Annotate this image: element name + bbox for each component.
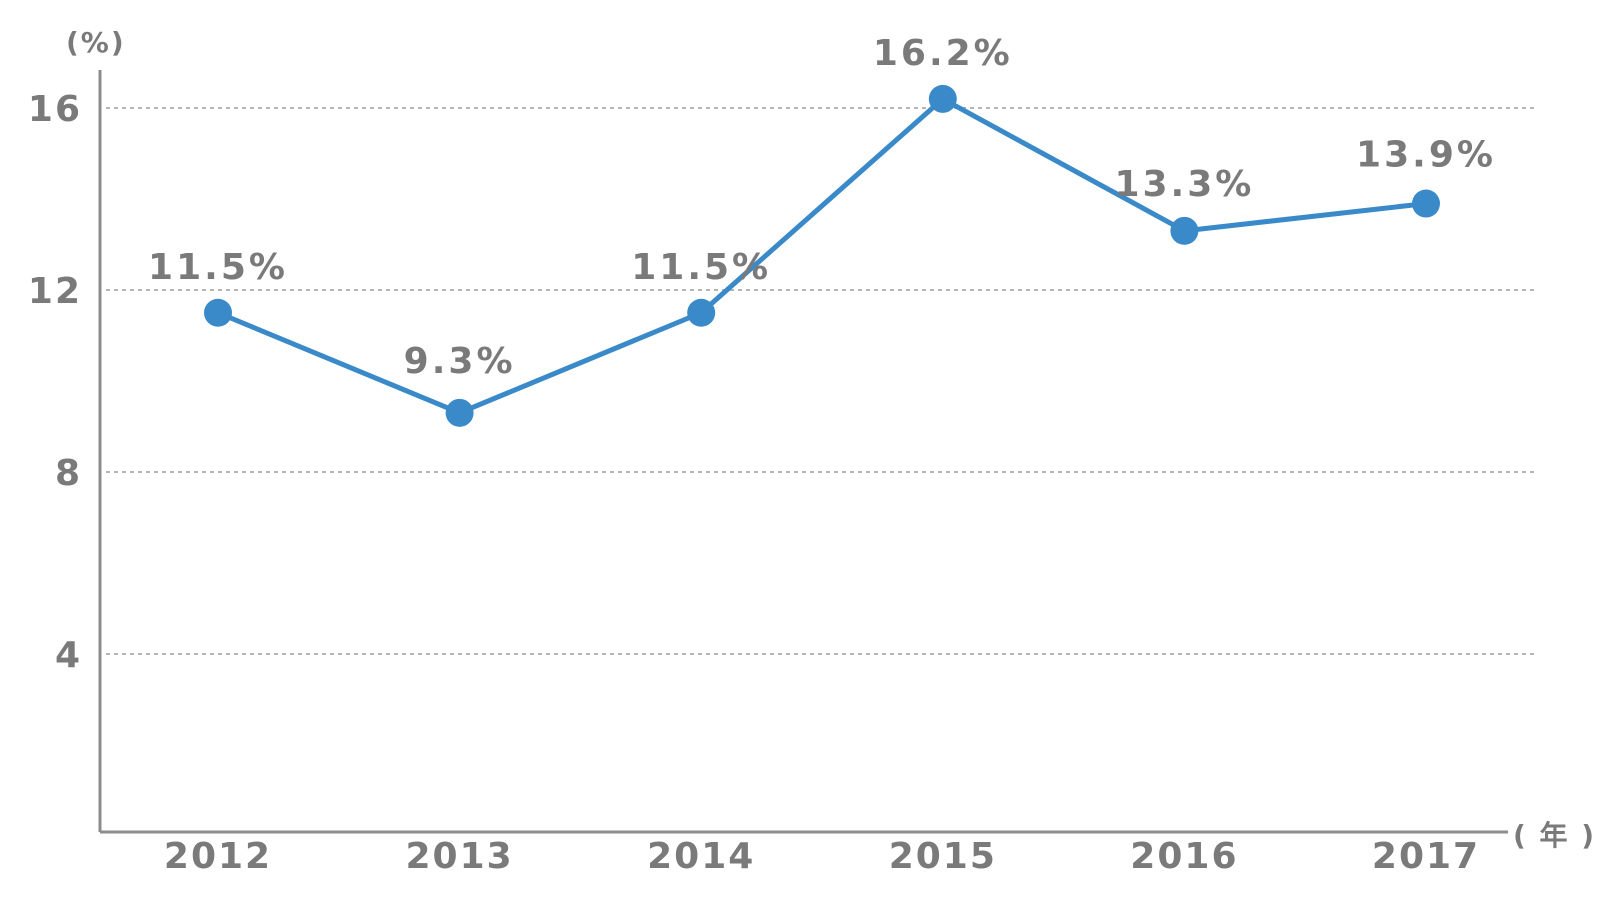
data-point [1170,216,1199,245]
y-tick-label: 4 [55,635,82,676]
y-axis-label: (%) [66,26,126,59]
data-point [204,298,232,327]
x-axis-label: ( 年 ) [1513,819,1596,852]
data-label: 13.9% [1356,135,1496,176]
data-point [1412,189,1440,218]
y-tick-labels: 4 8 12 16 [28,89,82,676]
data-labels: 11.5% 9.3% 11.5% 16.2% 13.3% 13.9% [148,33,1496,382]
data-label: 11.5% [631,247,771,288]
y-tick-label: 16 [28,89,82,130]
x-tick-label: 2012 [164,836,272,877]
y-tick-label: 12 [28,271,82,312]
data-label: 13.3% [1114,164,1254,205]
x-tick-label: 2013 [405,836,513,877]
series-line [217,96,1427,416]
data-label: 11.5% [148,247,288,288]
x-tick-label: 2016 [1130,836,1238,877]
data-label: 9.3% [404,341,516,382]
y-tick-label: 8 [55,453,82,494]
data-point [687,298,716,327]
data-point [928,84,957,113]
x-tick-labels: 2012 2013 2014 2015 2016 2017 [164,836,1480,877]
gridlines [106,107,1535,655]
x-tick-label: 2015 [889,836,997,877]
data-point [445,398,474,427]
data-label: 16.2% [873,33,1013,74]
x-tick-label: 2017 [1372,836,1480,877]
data-points [204,84,1440,427]
x-tick-label: 2014 [647,836,755,877]
